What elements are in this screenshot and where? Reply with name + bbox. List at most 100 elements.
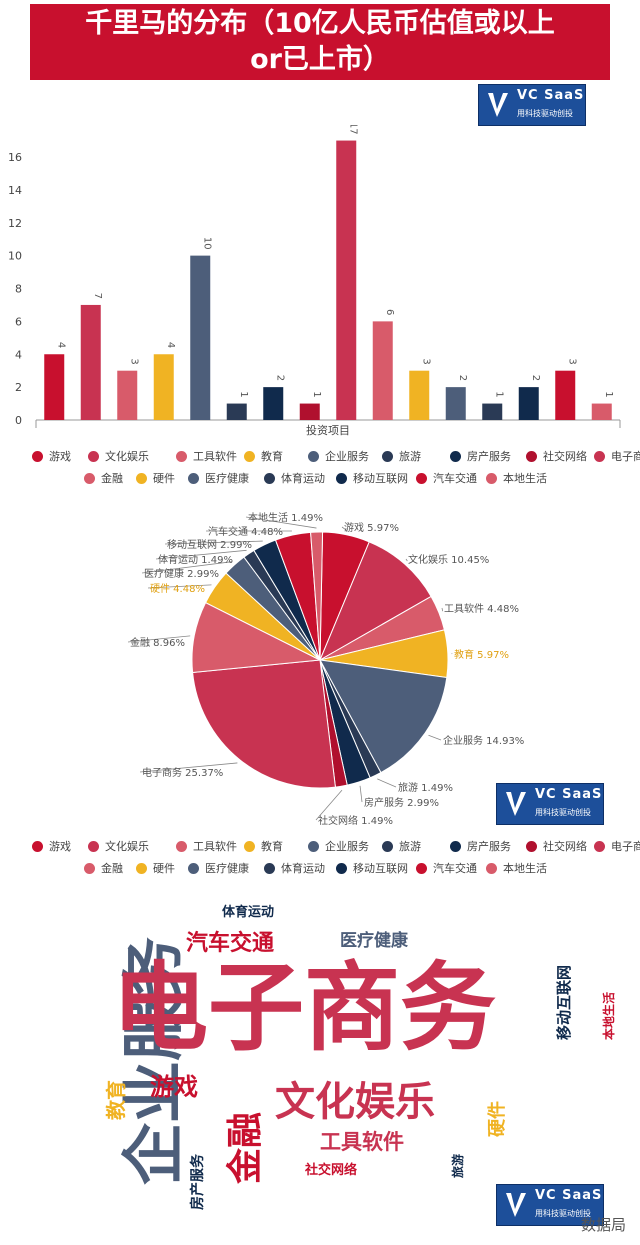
legend-label: 硬件 <box>153 472 175 485</box>
legend-label: 汽车交通 <box>433 472 477 485</box>
bar-value-label: 1 <box>603 391 614 397</box>
legend-dot-icon <box>382 450 393 462</box>
legend-label: 教育 <box>261 840 283 853</box>
y-tick-label: 16 <box>8 151 22 164</box>
pie-leader-line <box>359 785 363 803</box>
pie-leader-line <box>441 607 444 612</box>
bar <box>336 140 357 420</box>
logo-tagline: 用科技驱动创投 <box>517 109 573 118</box>
logo-name: VC SaaS <box>535 787 603 802</box>
bar-value-label: 1 <box>311 391 322 397</box>
legend-label: 游戏 <box>49 450 71 463</box>
legend-dot-icon <box>32 840 43 852</box>
legend-label: 社交网络 <box>543 450 587 463</box>
pie-slice <box>318 541 432 662</box>
legend-item: 企业服务 <box>308 838 369 854</box>
legend-label: 电子商务 <box>611 840 640 853</box>
legend-dot-icon <box>244 450 255 462</box>
legend-row: 游戏 文化娱乐 工具软件 教育 企业服务 旅游 房产服务 社交网络 电子商务 <box>24 448 640 470</box>
legend-label: 移动互联网 <box>353 862 408 875</box>
legend-item: 本地生活 <box>486 860 547 876</box>
pie-chart-legend: 游戏 文化娱乐 工具软件 教育 企业服务 旅游 房产服务 社交网络 电子商务金融 硬件 医疗健康 体育… <box>24 838 640 882</box>
legend-item: 旅游 <box>382 448 421 464</box>
bar <box>80 304 101 420</box>
cloud-word-local: 本地生活 <box>602 991 617 1041</box>
legend-dot-icon <box>450 450 461 462</box>
page-title: 千里马的分布（10亿人民币估值或以上 or已上市） <box>30 6 610 78</box>
bar-chart-legend: 游戏 文化娱乐 工具软件 教育 企业服务 旅游 房产服务 社交网络 电子商务金融 硬件 医疗健康 体育… <box>24 448 640 492</box>
legend-item: 企业服务 <box>308 448 369 464</box>
pie-slice-label: 教育 5.97% <box>454 648 509 661</box>
legend-label: 教育 <box>261 450 283 463</box>
legend-dot-icon <box>336 472 347 484</box>
legend-item: 游戏 <box>32 448 71 464</box>
bar <box>555 370 576 420</box>
bar <box>518 387 539 420</box>
bar <box>44 354 65 420</box>
pie-leader-line <box>139 762 238 773</box>
pie-chart: 游戏 5.97% 文化娱乐 10.45% 工具软件 4.48% 教育 5.97% 企业服… <box>127 511 524 827</box>
logo-name: VC SaaS <box>535 1188 603 1203</box>
y-tick-label: 4 <box>15 348 22 361</box>
legend-item: 工具软件 <box>176 448 237 464</box>
pie-slice-label: 企业服务 14.93% <box>443 734 524 747</box>
pie-leader-line <box>428 734 442 741</box>
bar <box>482 403 503 420</box>
bar <box>226 403 247 420</box>
logo-v-icon <box>506 792 526 816</box>
pie-slice-label: 旅游 1.49% <box>398 781 453 794</box>
vc-saas-logo: VC SaaS 用科技驱动创投 <box>478 84 586 126</box>
bar <box>153 354 174 420</box>
bar-value-label: 2 <box>530 375 541 381</box>
bar <box>372 321 393 420</box>
cloud-word-sports: 体育运动 <box>222 905 275 920</box>
cloud-word-mobile: 移动互联网 <box>555 964 574 1041</box>
legend-item: 汽车交通 <box>416 860 477 876</box>
cloud-word-education: 教育 <box>104 1080 128 1120</box>
legend-item: 体育运动 <box>264 860 325 876</box>
legend-dot-icon <box>264 862 275 874</box>
legend-item: 旅游 <box>382 838 421 854</box>
cloud-word-hardware: 硬件 <box>487 1101 508 1137</box>
watermark: 数据局 <box>580 1216 626 1234</box>
legend-label: 企业服务 <box>325 840 369 853</box>
legend-dot-icon <box>308 450 319 462</box>
legend-item: 房产服务 <box>450 448 511 464</box>
bar <box>117 370 138 420</box>
legend-dot-icon <box>336 862 347 874</box>
pie-slice <box>192 659 336 789</box>
legend-item: 硬件 <box>136 470 175 486</box>
pie-slice-label: 体育运动 1.49% <box>158 553 233 566</box>
legend-dot-icon <box>486 472 497 484</box>
pie-slice-label: 汽车交通 4.48% <box>208 525 283 538</box>
cloud-word-entertainment: 文化娱乐 <box>275 1079 435 1125</box>
bar-value-label: 1 <box>238 391 249 397</box>
legend-label: 工具软件 <box>193 450 237 463</box>
legend-item: 移动互联网 <box>336 470 408 486</box>
pie-slice-label: 移动互联网 2.99% <box>167 538 252 551</box>
pie-leader-line <box>405 558 408 562</box>
legend-dot-icon <box>88 450 99 462</box>
legend-label: 金融 <box>101 862 123 875</box>
pie-slice-label: 金融 8.96% <box>130 636 185 649</box>
bar-value-label: 10 <box>201 237 212 250</box>
x-axis-label: 投资项目 <box>306 423 350 437</box>
legend-dot-icon <box>308 840 319 852</box>
bar-value-label: 3 <box>420 358 431 364</box>
cloud-word-realestate: 房产服务 <box>190 1154 206 1210</box>
legend-row: 金融 硬件 医疗健康 体育运动 移动互联网 汽车交通 本地生活 <box>24 860 624 882</box>
logo-tagline: 用科技驱动创投 <box>535 808 591 817</box>
legend-label: 旅游 <box>399 450 421 463</box>
legend-label: 文化娱乐 <box>105 840 149 853</box>
legend-dot-icon <box>88 840 99 852</box>
pie-slice-label: 医疗健康 2.99% <box>144 567 219 580</box>
bar <box>445 387 466 420</box>
bar-value-label: 6 <box>384 309 395 315</box>
pie-leader-line <box>341 526 348 532</box>
pie-leader-line <box>155 549 247 560</box>
legend-item: 工具软件 <box>176 838 237 854</box>
y-tick-label: 8 <box>15 283 22 296</box>
legend-item: 电子商务 <box>594 838 640 854</box>
y-tick-label: 12 <box>8 217 22 230</box>
